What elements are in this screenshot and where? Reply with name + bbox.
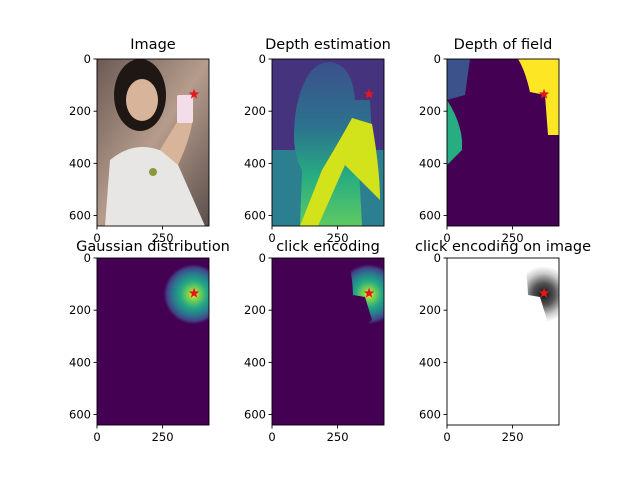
x-tick-label-4-1: 250: [327, 430, 349, 444]
panel-click-on-image: [447, 258, 559, 425]
y-tick-label-3-1: 200: [69, 303, 91, 317]
panel-gaussian: [97, 258, 209, 425]
y-tick-label-3-0: 0: [84, 251, 91, 265]
panel-depth-of-field: [447, 59, 559, 226]
y-tick-label-5-3: 600: [419, 408, 441, 422]
y-tick-label-3-3: 600: [69, 408, 91, 422]
panel-depth-estimation: [272, 59, 384, 226]
dof-bright-left-top: [447, 59, 470, 100]
x-tick-label-2-1: 250: [502, 231, 524, 245]
depth-person: [294, 62, 372, 226]
click-marker-star-3: [188, 287, 200, 298]
y-tick-label-2-3: 600: [419, 209, 441, 223]
panel-title-depth-estimation: Depth estimation: [265, 37, 391, 53]
click-marker-star-2: [538, 88, 550, 99]
y-tick-label-1-1: 200: [244, 104, 266, 118]
panel-title-gaussian: Gaussian distribution: [76, 239, 230, 255]
axes-frame-1: [271, 58, 385, 227]
x-tick-label-0-0: 0: [93, 231, 100, 245]
y-tick-label-4-1: 200: [244, 303, 266, 317]
panel-title-click-encoding: click encoding: [276, 239, 380, 255]
x-tick-label-4-0: 0: [268, 430, 275, 444]
x-tick-label-2-0: 0: [443, 231, 450, 245]
axes-frame-4: [271, 257, 385, 426]
x-tick-label-5-1: 250: [502, 430, 524, 444]
y-tick-label-4-2: 400: [244, 355, 266, 369]
photo-face: [126, 79, 158, 121]
x-tick-label-5-0: 0: [443, 430, 450, 444]
panel-click-encoding: [272, 258, 384, 425]
photo-arm: [160, 110, 193, 165]
y-tick-label-4-0: 0: [259, 251, 266, 265]
x-tick-label-0-1: 250: [152, 231, 174, 245]
overlay-mask: [447, 258, 547, 425]
photo-bracelet: [149, 168, 157, 176]
y-tick-label-5-1: 200: [419, 303, 441, 317]
click-marker-star-5: [538, 287, 550, 298]
x-tick-label-3-1: 250: [152, 430, 174, 444]
y-tick-label-0-3: 600: [69, 209, 91, 223]
y-tick-label-4-3: 600: [244, 408, 266, 422]
y-tick-label-3-2: 400: [69, 355, 91, 369]
axes-frame-5: [446, 257, 560, 426]
y-tick-label-2-2: 400: [419, 156, 441, 170]
y-tick-label-0-0: 0: [84, 52, 91, 66]
photo-phone: [177, 95, 193, 123]
y-tick-label-2-0: 0: [434, 52, 441, 66]
depth-arm: [300, 118, 380, 226]
dof-bright-right: [518, 59, 559, 135]
x-tick-label-1-0: 0: [268, 231, 275, 245]
y-tick-label-2-1: 200: [419, 104, 441, 118]
click-marker-star-0: [188, 88, 200, 99]
click-marker-star-4: [363, 287, 375, 298]
click-marker-star-1: [363, 88, 375, 99]
photo-body: [105, 146, 205, 226]
click-mask: [272, 258, 372, 425]
y-tick-label-1-0: 0: [259, 52, 266, 66]
y-tick-label-5-0: 0: [434, 251, 441, 265]
y-tick-label-0-2: 400: [69, 156, 91, 170]
panel-image: [97, 59, 209, 226]
axes-frame-2: [446, 58, 560, 227]
axes-frame-3: [96, 257, 210, 426]
x-tick-label-1-1: 250: [327, 231, 349, 245]
y-tick-label-1-3: 600: [244, 209, 266, 223]
panel-title-depth-of-field: Depth of field: [454, 37, 553, 53]
panel-title-image: Image: [130, 37, 175, 53]
dof-bright-left: [447, 100, 462, 165]
y-tick-label-1-2: 400: [244, 156, 266, 170]
y-tick-label-0-1: 200: [69, 104, 91, 118]
axes-frame-0: [96, 58, 210, 227]
y-tick-label-5-2: 400: [419, 355, 441, 369]
x-tick-label-3-0: 0: [93, 430, 100, 444]
gauss-blob: [163, 264, 209, 325]
panel-title-click-on-image: click encoding on image: [415, 239, 591, 255]
